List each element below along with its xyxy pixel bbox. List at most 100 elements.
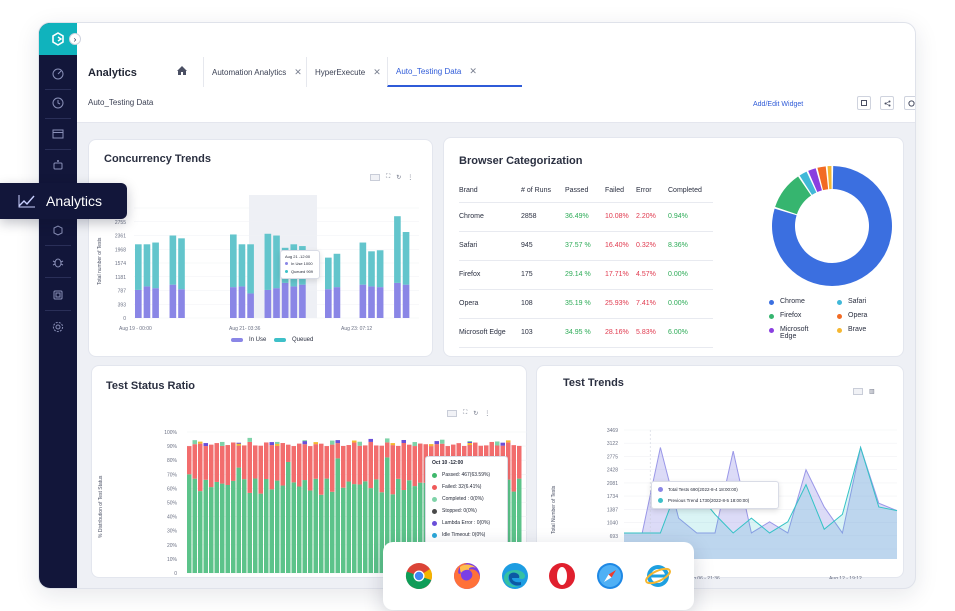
chrome-icon[interactable]: [405, 562, 433, 590]
sidebar: [39, 23, 77, 588]
donut-slice: [772, 166, 892, 286]
table-cell-completed: 0.94%: [668, 202, 713, 232]
y-tick-label: 393: [118, 302, 127, 308]
bar-in-use: [247, 293, 254, 318]
table-row[interactable]: Firefox 175 29.14 % 17.71% 4.57% 0.00%: [459, 260, 713, 290]
concurrency-chart[interactable]: 3134275523611968157411817873930Aug 19 - …: [89, 140, 434, 358]
box-icon[interactable]: [49, 221, 67, 239]
tab-hyperexecute[interactable]: HyperExecute ✕: [306, 57, 389, 87]
bar-passed: [412, 486, 417, 573]
table-cell-completed: 6.00%: [668, 318, 713, 348]
add-edit-widget-link[interactable]: Add/Edit Widget: [753, 101, 804, 108]
bar-failed: [291, 446, 296, 483]
tab-auto-testing-data[interactable]: Auto_Testing Data ✕: [387, 57, 522, 87]
y-tick-label: 0: [174, 571, 177, 577]
clock-icon[interactable]: [49, 94, 67, 112]
bar-queued: [368, 251, 375, 287]
legend-item[interactable]: Firefox: [769, 312, 801, 319]
browser-categorization-card: Browser Categorization Brand # of Runs Pas…: [443, 137, 904, 357]
edge-icon[interactable]: [501, 562, 529, 590]
more-icon[interactable]: ⋮: [407, 175, 414, 181]
collapse-sidebar-button[interactable]: ›: [69, 33, 81, 45]
legend-item[interactable]: Opera: [837, 312, 867, 319]
y-tick-label: 40%: [167, 515, 178, 521]
chart-type-icon[interactable]: [370, 174, 380, 181]
table-row[interactable]: Opera 108 35.19 % 25.93% 7.41% 0.00%: [459, 289, 713, 319]
bar-failed: [517, 445, 522, 479]
legend-item[interactable]: Safari: [837, 298, 866, 305]
y-tick-label: 1574: [115, 261, 126, 267]
legend-item[interactable]: Brave: [837, 326, 866, 333]
bar-completed: [192, 440, 197, 445]
legend-label: Microsoft Edge: [780, 326, 809, 340]
area-1: [624, 447, 897, 559]
robot-icon[interactable]: [49, 156, 67, 174]
close-icon[interactable]: ✕: [373, 66, 381, 77]
chart-type-icon[interactable]: [447, 410, 457, 417]
table-cell-completed: 0.00%: [668, 289, 713, 319]
firefox-icon[interactable]: [453, 562, 481, 590]
bar-failed: [379, 445, 384, 493]
table-cell-passed: 35.19 %: [565, 289, 605, 319]
gear-icon[interactable]: [904, 96, 915, 110]
legend-label: In Use: [249, 337, 267, 343]
table-cell-completed: 0.00%: [668, 260, 713, 290]
bar-chart-icon[interactable]: ▥: [869, 389, 875, 395]
bar-passed: [225, 484, 230, 573]
bar-passed: [253, 478, 258, 573]
bar-failed: [231, 442, 236, 481]
bar-cancelled: [506, 440, 511, 443]
legend-item[interactable]: Chrome: [769, 298, 805, 305]
more-icon[interactable]: ⋮: [484, 411, 491, 417]
internet-explorer-icon[interactable]: [644, 562, 672, 590]
y-tick-label: 2775: [607, 454, 618, 460]
column-header: # of Runs: [521, 180, 565, 203]
sidebar-item-analytics[interactable]: Analytics: [0, 183, 127, 219]
select-icon[interactable]: [857, 96, 871, 110]
close-icon[interactable]: ✕: [294, 66, 302, 77]
bar-passed: [198, 491, 203, 573]
dashboard-icon[interactable]: [49, 65, 67, 83]
donut-slice: [827, 166, 832, 190]
bar-queued: [178, 238, 185, 290]
safari-icon[interactable]: [596, 562, 624, 590]
share-icon[interactable]: [880, 96, 894, 110]
chart-type-icon[interactable]: [853, 388, 863, 395]
bar-in-use: [143, 286, 151, 318]
bar-in-use: [359, 284, 367, 318]
table-cell-error: 7.41%: [636, 289, 668, 319]
bug-icon[interactable]: [49, 253, 67, 271]
legend-item[interactable]: Microsoft Edge: [769, 326, 824, 340]
browser-donut-chart[interactable]: [762, 156, 902, 296]
x-tick-label: Aug 12 - 19:12: [829, 576, 862, 579]
bar-passed: [390, 494, 395, 573]
refresh-icon[interactable]: ↻: [473, 411, 479, 417]
expand-icon[interactable]: ⛶: [463, 410, 468, 416]
x-tick-label: Aug 23: 07:12: [341, 326, 372, 332]
bar-passed: [269, 489, 274, 573]
legend-in-use[interactable]: In Use: [231, 337, 266, 343]
bar-cancelled: [313, 442, 318, 445]
legend-queued[interactable]: Queued: [274, 337, 313, 343]
browser-table: Brand # of Runs Passed Failed Error Completed…: [459, 180, 713, 348]
close-icon[interactable]: ✕: [469, 65, 477, 76]
legend-label: Firefox: [780, 312, 802, 319]
browser-icon[interactable]: [49, 125, 67, 143]
table-row[interactable]: Microsoft Edge 103 34.95 % 28.16% 5.83% 6.00%: [459, 318, 713, 348]
table-row[interactable]: Chrome 2858 36.49% 10.08% 2.20% 0.94%: [459, 202, 713, 232]
table-row[interactable]: Safari 945 37.57 % 16.40% 0.32% 8.36%: [459, 231, 713, 261]
card-title: Browser Categorization: [459, 155, 583, 167]
home-icon[interactable]: [176, 63, 188, 81]
legend-dot: [432, 532, 437, 538]
expand-icon[interactable]: ⛶: [386, 174, 391, 180]
area-0: [624, 447, 897, 559]
bar-queued: [230, 234, 237, 288]
table-cell-error: 5.83%: [636, 318, 668, 348]
settings-icon[interactable]: [49, 318, 67, 336]
opera-icon[interactable]: [548, 562, 576, 590]
sidebar-item-label: Analytics: [46, 193, 103, 209]
tab-automation-analytics[interactable]: Automation Analytics ✕: [203, 57, 310, 87]
device-icon[interactable]: [49, 286, 67, 304]
refresh-icon[interactable]: ↻: [396, 175, 402, 181]
y-tick-label: 10%: [167, 557, 178, 563]
